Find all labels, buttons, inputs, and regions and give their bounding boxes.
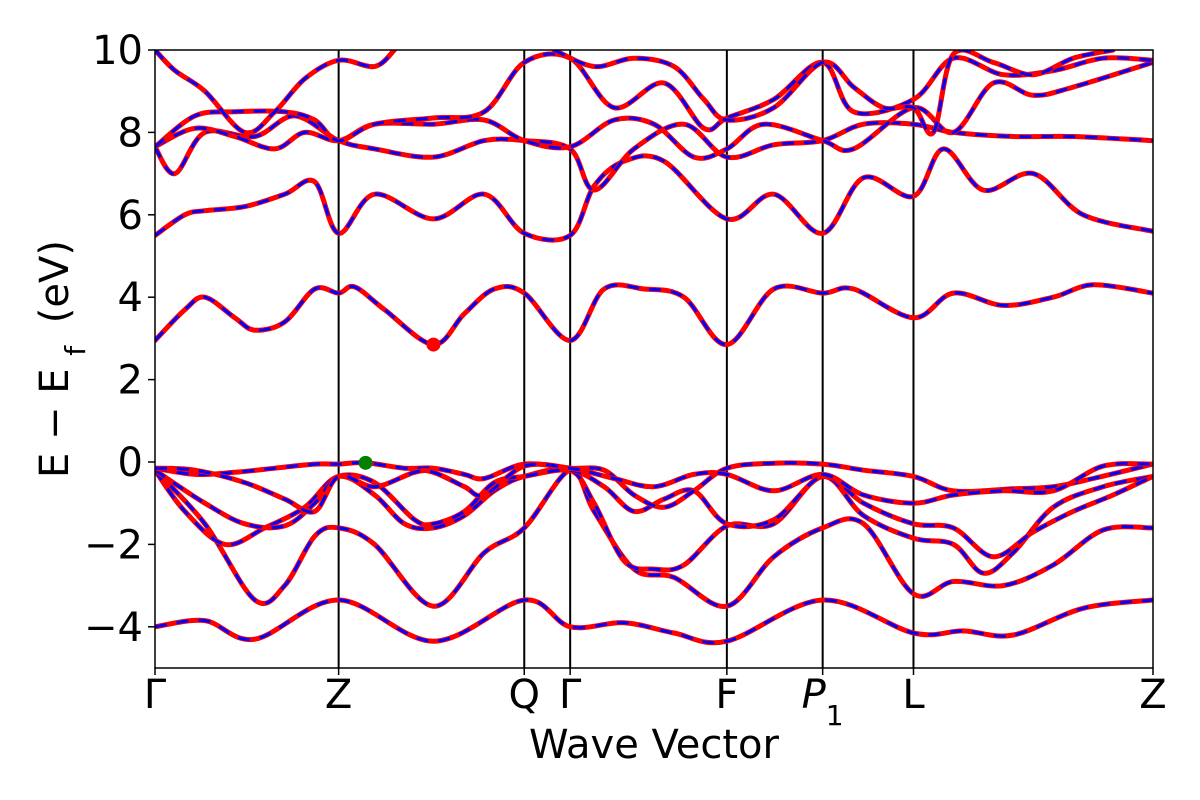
kpoint-lines <box>337 50 915 668</box>
y-tick-label: 0 <box>118 440 143 486</box>
cbm-marker <box>426 337 441 352</box>
vbm-marker <box>358 455 373 470</box>
y-tick-label: 8 <box>118 110 143 156</box>
x-tick-label-main: P <box>802 672 827 718</box>
bands <box>155 50 1153 646</box>
y-tick-label: 6 <box>118 193 143 239</box>
y-tick-label: 4 <box>118 275 143 321</box>
band-9-line <box>155 113 1153 193</box>
x-axis-title: Wave Vector <box>529 722 780 768</box>
band-8-dashed <box>155 147 1153 242</box>
x-tick-label: Z <box>325 672 352 718</box>
y-axis-title-main: E − E <box>32 368 78 478</box>
y-tick-label: −4 <box>84 605 143 651</box>
y-tick-label: 2 <box>118 358 143 404</box>
band-5-dashed <box>155 461 1153 509</box>
x-tick-label-sub: 1 <box>826 699 844 732</box>
band-6-dashed <box>155 462 1153 514</box>
x-tick-label: Z <box>1139 672 1166 718</box>
x-tick-label: L <box>902 672 925 718</box>
plot-area <box>155 50 1153 668</box>
x-ticks: Γ Z Q Γ F P1 L Z <box>144 668 1167 732</box>
y-axis-title: E − E f (eV) <box>32 240 92 478</box>
x-tick-label: Γ <box>144 672 167 718</box>
band-10-dashed <box>155 60 1153 160</box>
x-tick-label: P1 <box>802 672 844 732</box>
x-tick-label: Γ <box>559 672 582 718</box>
markers <box>358 337 441 470</box>
y-axis-title-subscript: f <box>59 345 92 356</box>
y-axis-title-unit: (eV) <box>32 240 78 323</box>
band-12-dashed <box>155 50 396 135</box>
y-tick-label: −2 <box>84 522 143 568</box>
y-tick-label: 10 <box>92 28 143 74</box>
x-tick-label: Q <box>509 672 540 718</box>
y-ticks: −4 −2 0 2 4 6 8 10 <box>84 28 155 651</box>
plot-frame <box>154 49 1154 669</box>
x-tick-label: F <box>715 672 738 718</box>
band-7-dashed <box>155 283 1153 347</box>
band-2-dashed <box>155 468 1153 608</box>
band-1-dashed <box>155 598 1153 645</box>
band-13-dashed <box>553 50 1114 136</box>
